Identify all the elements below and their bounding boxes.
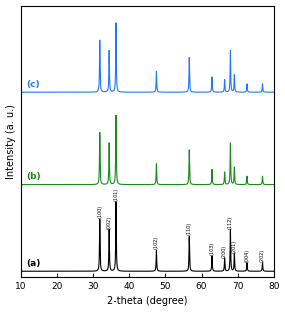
Y-axis label: Intensity (a. u.): Intensity (a. u.) (5, 104, 16, 179)
Text: (201): (201) (232, 240, 237, 253)
Text: (a): (a) (27, 259, 41, 268)
Text: (002): (002) (107, 215, 112, 228)
X-axis label: 2-theta (degree): 2-theta (degree) (107, 296, 188, 306)
Text: (100): (100) (97, 205, 102, 218)
Text: (110): (110) (187, 222, 192, 236)
Text: (112): (112) (228, 215, 233, 228)
Text: (b): (b) (27, 172, 41, 181)
Text: (202): (202) (260, 249, 265, 262)
Text: (004): (004) (245, 249, 249, 262)
Text: (200): (200) (222, 245, 227, 258)
Text: (c): (c) (27, 80, 40, 89)
Text: (101): (101) (113, 188, 119, 201)
Text: (103): (103) (209, 242, 215, 255)
Text: (102): (102) (154, 236, 159, 249)
